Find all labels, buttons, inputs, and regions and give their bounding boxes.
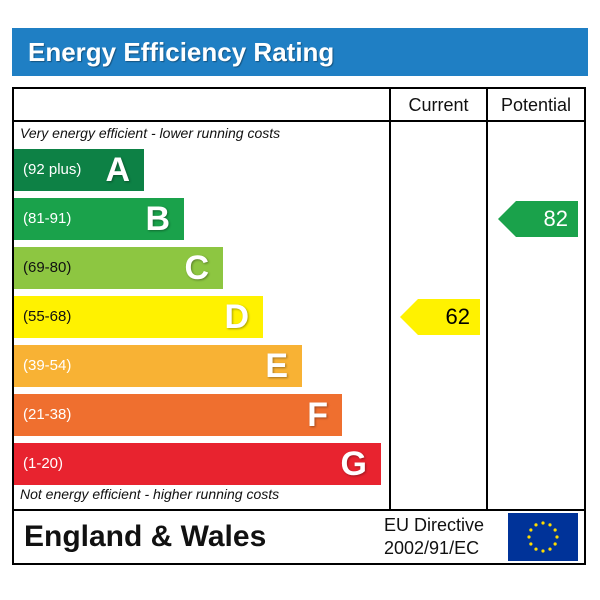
star-icon — [529, 542, 533, 546]
current-column-header: Current — [408, 95, 469, 115]
directive-line-1: EU Directive — [384, 515, 485, 535]
band-range-label: (81-91) — [23, 210, 72, 227]
footer-divider — [12, 509, 586, 511]
rating-band-e: (39-54) E — [14, 345, 302, 387]
star-icon — [553, 542, 557, 546]
star-icon — [541, 549, 545, 553]
current-arrow-shape — [400, 299, 480, 335]
region-label: England & Wales — [24, 520, 267, 553]
rating-frame — [12, 87, 586, 565]
star-icon — [548, 523, 552, 527]
potential-rating-value: 82 — [543, 206, 568, 231]
band-letter: F — [307, 396, 328, 434]
band-range-label: (1-20) — [23, 455, 64, 472]
potential-rating-arrow: 82 — [498, 201, 578, 237]
eu-flag-icon — [508, 513, 578, 561]
band-letter: E — [265, 347, 288, 385]
band-range-label: (92 plus) — [23, 161, 82, 178]
star-icon — [527, 535, 531, 539]
directive-line-2: 2002/91/EC — [384, 538, 480, 558]
band-letter: D — [224, 298, 249, 336]
current-rating-value: 62 — [445, 304, 470, 329]
band-letter: A — [105, 151, 130, 189]
rating-band-g: (1-20) G — [14, 443, 381, 485]
band-letter: B — [145, 200, 170, 238]
star-icon — [534, 547, 538, 551]
band-letter: C — [184, 249, 209, 287]
rating-band-a: (92 plus) A — [14, 149, 144, 191]
star-icon — [555, 535, 559, 539]
band-letter: G — [340, 445, 367, 483]
star-icon — [541, 521, 545, 525]
star-icon — [553, 528, 557, 532]
star-icon — [548, 547, 552, 551]
band-range-label: (69-80) — [23, 259, 72, 276]
band-range-label: (39-54) — [23, 357, 72, 374]
current-column-divider — [389, 87, 391, 511]
potential-column-header: Potential — [500, 95, 572, 115]
rating-band-b: (81-91) B — [14, 198, 184, 240]
header-divider — [12, 120, 586, 122]
top-efficiency-note: Very energy efficient - lower running co… — [20, 125, 281, 141]
band-range-label: (21-38) — [23, 406, 72, 423]
rating-band-f: (21-38) F — [14, 394, 342, 436]
potential-column-divider — [486, 87, 488, 511]
current-rating-arrow: 62 — [400, 299, 480, 335]
potential-arrow-shape — [498, 201, 578, 237]
rating-band-c: (69-80) C — [14, 247, 223, 289]
title-bar: Energy Efficiency Rating — [12, 28, 588, 76]
chart-title: Energy Efficiency Rating — [28, 37, 335, 67]
bottom-efficiency-note: Not energy efficient - higher running co… — [20, 486, 280, 502]
star-icon — [529, 528, 533, 532]
band-range-label: (55-68) — [23, 308, 72, 325]
rating-band-d: (55-68) D — [14, 296, 263, 338]
star-icon — [534, 523, 538, 527]
